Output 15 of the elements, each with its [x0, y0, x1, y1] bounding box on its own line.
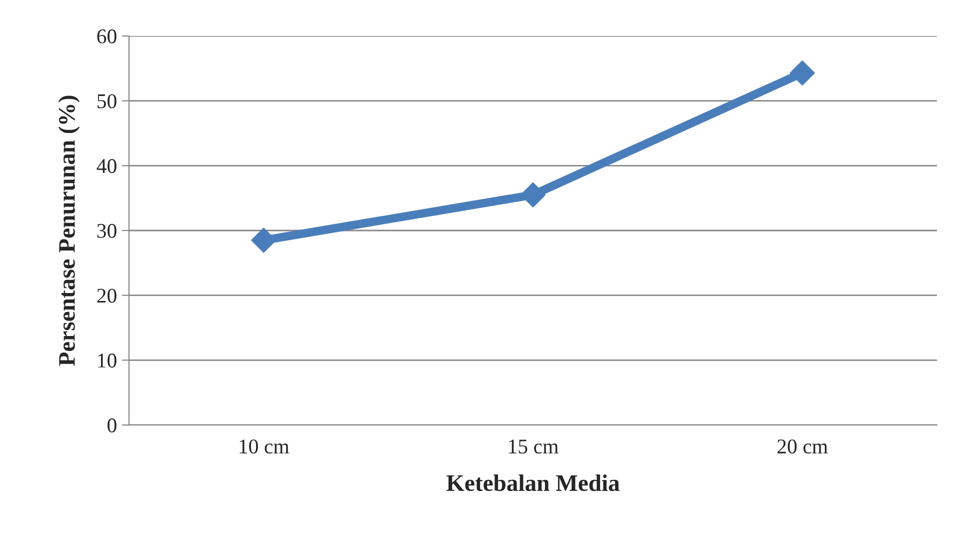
y-tick-label: 60	[97, 29, 116, 44]
y-tick-label: 20	[97, 288, 116, 303]
y-tick-label: 50	[98, 94, 116, 108]
y-tick-label: 10	[98, 354, 116, 368]
y-tick-label: 40	[96, 159, 116, 174]
x-tick-label: 15 cm	[509, 440, 558, 454]
y-axis-title: Persentase Penurunan (%)	[58, 96, 80, 366]
point	[251, 228, 276, 253]
y-tick-label: 0	[108, 418, 116, 432]
x-axis-title: Ketebalan Media	[446, 474, 620, 492]
point	[520, 182, 546, 208]
x-tick-label: 20 cm	[778, 439, 828, 454]
x-tick-label: 10 cm	[240, 439, 290, 454]
point	[790, 60, 815, 86]
y-tick-label: 30	[97, 224, 116, 238]
